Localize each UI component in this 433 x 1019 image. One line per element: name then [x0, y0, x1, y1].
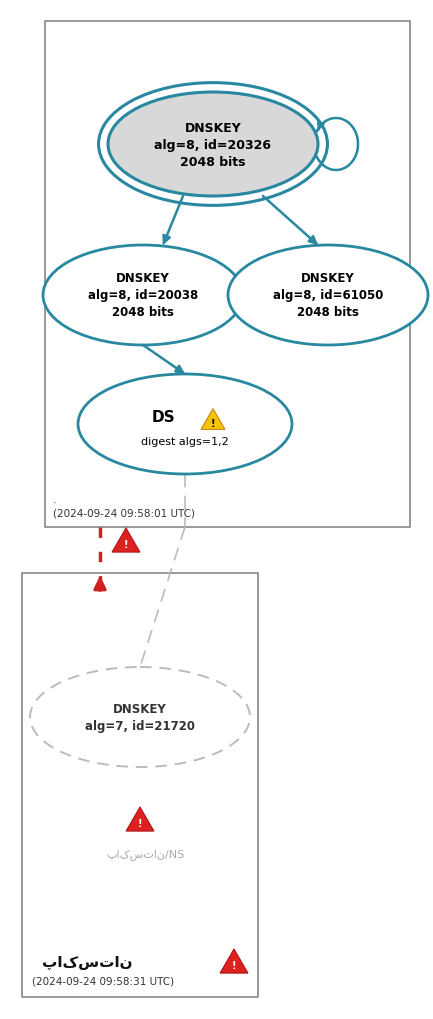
- Polygon shape: [112, 529, 140, 552]
- Ellipse shape: [228, 246, 428, 345]
- Ellipse shape: [78, 375, 292, 475]
- Text: (2024-09-24 09:58:31 UTC): (2024-09-24 09:58:31 UTC): [32, 976, 174, 986]
- Bar: [45, 22, 410, 528]
- Text: DNSKEY
alg=8, id=20038
2048 bits: DNSKEY alg=8, id=20038 2048 bits: [88, 272, 198, 319]
- Bar: [22, 574, 258, 997]
- Text: !: !: [211, 419, 215, 428]
- Text: پاکستان: پاکستان: [42, 954, 132, 968]
- Text: DNSKEY
alg=7, id=21720: DNSKEY alg=7, id=21720: [85, 702, 195, 733]
- Text: !: !: [232, 961, 236, 970]
- Text: DNSKEY
alg=8, id=20326
2048 bits: DNSKEY alg=8, id=20326 2048 bits: [155, 121, 271, 168]
- Text: DNSKEY
alg=8, id=61050
2048 bits: DNSKEY alg=8, id=61050 2048 bits: [273, 272, 383, 319]
- Text: !: !: [124, 540, 128, 550]
- Ellipse shape: [108, 93, 318, 197]
- Text: digest algs=1,2: digest algs=1,2: [141, 436, 229, 446]
- Text: .: .: [53, 494, 57, 504]
- Polygon shape: [201, 410, 225, 430]
- Text: !: !: [138, 818, 142, 828]
- Ellipse shape: [43, 246, 243, 345]
- Text: (2024-09-24 09:58:01 UTC): (2024-09-24 09:58:01 UTC): [53, 508, 195, 519]
- Polygon shape: [126, 807, 154, 832]
- Polygon shape: [220, 949, 248, 973]
- Text: پاکستان/NS: پاکستان/NS: [106, 848, 184, 859]
- Text: DS: DS: [151, 410, 175, 425]
- Ellipse shape: [30, 667, 250, 767]
